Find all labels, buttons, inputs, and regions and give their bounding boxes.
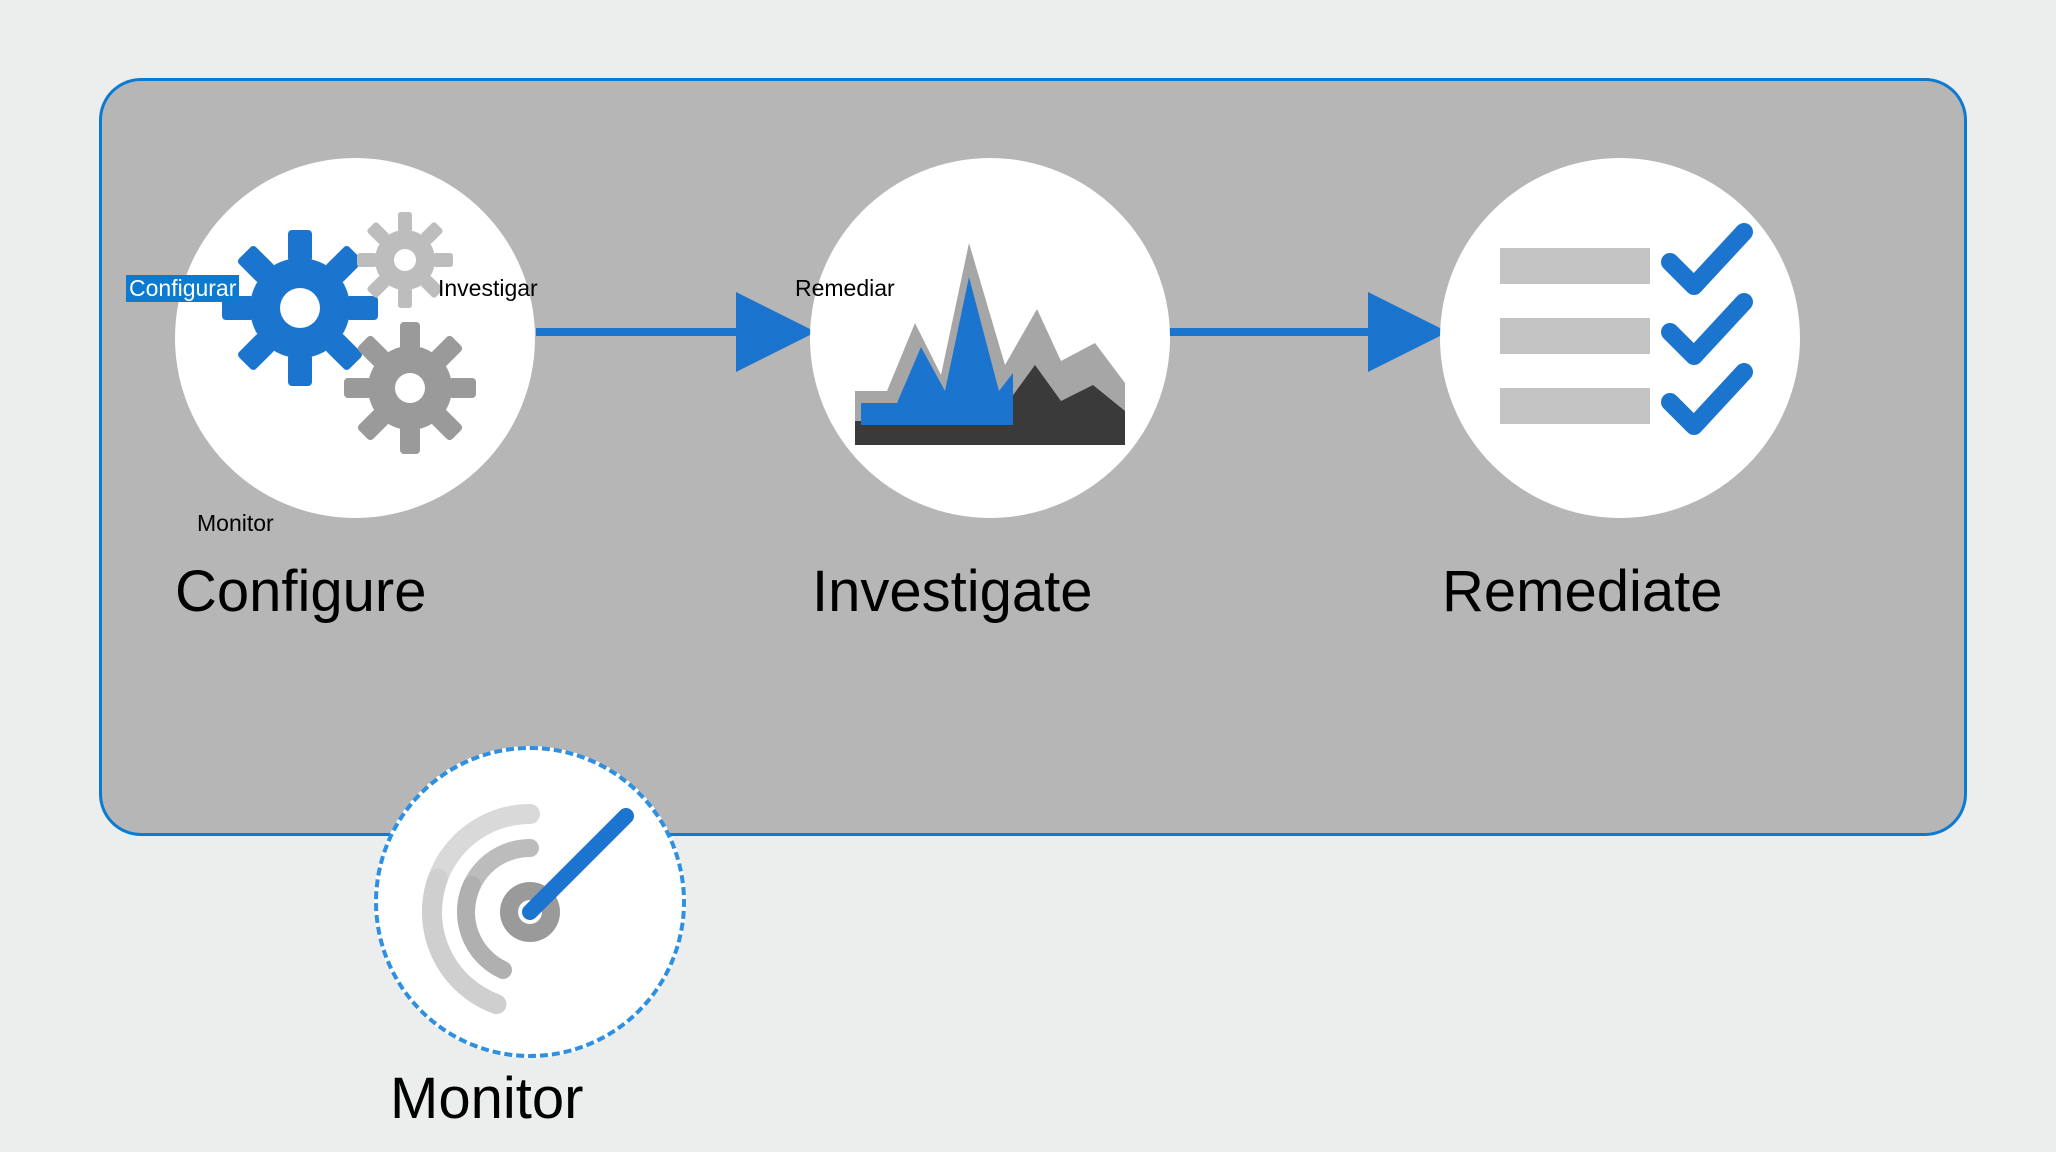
mini-label-monitor: Monitor — [197, 510, 274, 537]
node-investigate-label: Investigate — [812, 558, 1093, 625]
checklist-icon — [1470, 208, 1770, 468]
node-monitor-label: Monitor — [390, 1065, 583, 1132]
node-remediate-label: Remediate — [1442, 558, 1722, 625]
node-configure — [175, 158, 535, 518]
mini-label-configurar: Configurar — [126, 275, 239, 302]
mini-label-investigar: Investigar — [438, 275, 538, 302]
pulse-icon — [845, 213, 1135, 463]
node-configure-label: Configure — [175, 558, 426, 625]
node-investigate — [810, 158, 1170, 518]
target-icon — [400, 772, 660, 1032]
gears-icon — [205, 188, 505, 488]
diagram-stage: Configure Investigate Remediate — [0, 0, 2056, 1152]
node-monitor — [374, 746, 686, 1058]
mini-label-remediar: Remediar — [795, 275, 895, 302]
node-remediate — [1440, 158, 1800, 518]
